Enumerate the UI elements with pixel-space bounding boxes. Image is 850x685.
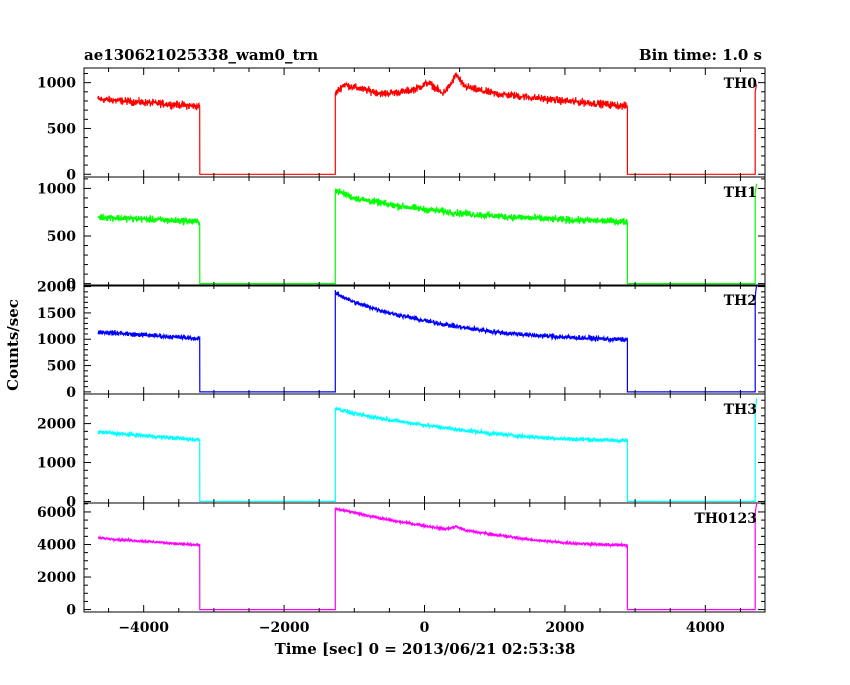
x-tick-label: 2000 xyxy=(545,620,584,636)
x-tick-label: −4000 xyxy=(118,620,169,636)
series-th0123 xyxy=(97,503,758,611)
x-tick-label: −2000 xyxy=(259,620,310,636)
y-tick-label: 1000 xyxy=(37,76,76,92)
series-line-th3 xyxy=(97,398,758,502)
bin-time-label: Bin time: 1.0 s xyxy=(639,46,762,64)
series-line-th0 xyxy=(97,72,758,175)
panel-th2: TH2 0 500 1000 1500 2000 xyxy=(37,280,766,401)
panel-frame xyxy=(83,393,766,504)
y-tick-label: 1000 xyxy=(37,181,76,197)
series-line-th1 xyxy=(97,183,758,285)
y-tick-label: 2000 xyxy=(37,570,76,586)
y-tick-label: 0 xyxy=(66,603,76,619)
y-axis-label: Counts/sec xyxy=(4,299,22,391)
y-tick-label: 1000 xyxy=(37,332,76,348)
series-th2 xyxy=(97,285,758,393)
panel-label: TH1 xyxy=(724,185,757,201)
x-tick-label: 0 xyxy=(420,620,430,636)
y-tick-label: 1500 xyxy=(37,306,76,322)
series-th1 xyxy=(97,183,758,285)
x-axis-label: Time [sec] 0 = 2013/06/21 02:53:38 xyxy=(275,640,576,658)
panel-label: TH2 xyxy=(724,293,757,309)
y-tick-label: 1000 xyxy=(37,456,76,472)
y-tick-label: 2000 xyxy=(37,417,76,433)
series-th3 xyxy=(97,398,758,502)
y-tick-label: 500 xyxy=(47,359,76,375)
y-tick-label: 0 xyxy=(66,277,76,293)
panel-th1: TH1 0 500 1000 xyxy=(37,176,766,293)
panel-label: TH0123 xyxy=(694,511,757,527)
series-line-th2 xyxy=(97,285,758,393)
panels-group: TH0 0 500 1000 TH1 0 500 1000 TH2 0 500 1000 1500 200… xyxy=(37,67,766,636)
y-tick-label: 0 xyxy=(66,167,76,183)
y-tick-label: 4000 xyxy=(37,537,76,553)
panel-frame xyxy=(83,176,766,287)
panel-th3: TH3 0 1000 2000 xyxy=(37,393,766,510)
series-line-th0123 xyxy=(97,503,758,611)
x-tick-label: 4000 xyxy=(686,620,725,636)
panel-label: TH3 xyxy=(724,402,757,418)
y-tick-label: 2000 xyxy=(37,280,76,296)
y-tick-label: 0 xyxy=(66,494,76,510)
x-tick-labels: −4000 −2000 0 2000 4000 xyxy=(118,620,725,636)
panel-label: TH0 xyxy=(724,76,758,92)
y-tick-label: 6000 xyxy=(37,505,76,521)
y-tick-label: 500 xyxy=(47,229,76,245)
series-th0 xyxy=(97,72,758,175)
panel-frame xyxy=(83,502,766,613)
y-tick-label: 500 xyxy=(47,121,76,137)
panel-th0123: TH0123 0 2000 4000 6000 xyxy=(37,502,766,619)
panel-th0: TH0 0 500 1000 xyxy=(37,67,766,183)
chart-title: ae130621025338_wam0_trn xyxy=(84,46,318,64)
y-tick-label: 0 xyxy=(66,385,76,401)
